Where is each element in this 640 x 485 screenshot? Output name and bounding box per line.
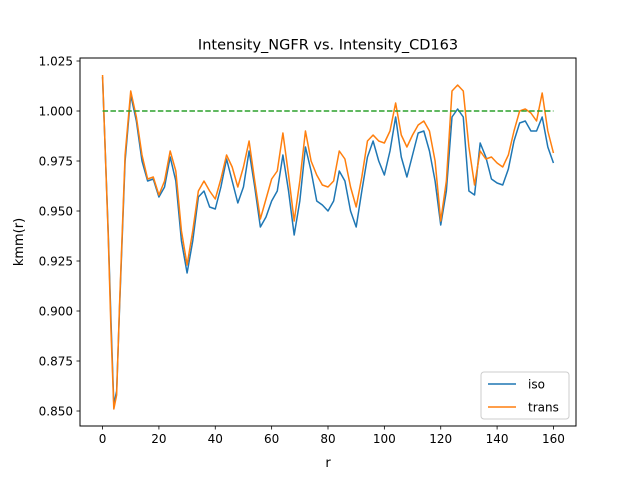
x-tick-label: 40 bbox=[208, 432, 223, 446]
y-tick-label: 0.950 bbox=[39, 204, 73, 218]
x-axis-label: r bbox=[325, 456, 331, 471]
x-tick-label: 20 bbox=[151, 432, 166, 446]
legend-label-iso: iso bbox=[528, 378, 545, 392]
x-tick-label: 100 bbox=[373, 432, 396, 446]
y-tick-label: 1.025 bbox=[39, 54, 73, 68]
chart-title: Intensity_NGFR vs. Intensity_CD163 bbox=[198, 38, 458, 54]
y-tick-label: 0.925 bbox=[39, 254, 73, 268]
y-tick-label: 0.850 bbox=[39, 404, 73, 418]
y-axis-label: kmm(r) bbox=[12, 218, 27, 266]
x-tick-label: 60 bbox=[264, 432, 279, 446]
legend: iso trans bbox=[480, 371, 570, 420]
y-tick-label: 0.875 bbox=[39, 354, 73, 368]
x-tick-label: 120 bbox=[429, 432, 452, 446]
series-line-trans bbox=[101, 74, 555, 410]
legend-label-trans: trans bbox=[528, 401, 559, 415]
plot-lines bbox=[101, 74, 555, 410]
x-axis: 0 20 40 60 80 100 120 140 160 bbox=[99, 426, 565, 446]
x-tick-label: 140 bbox=[486, 432, 509, 446]
y-axis: 0.850 0.875 0.900 0.925 0.950 0.975 1.000 1.025 bbox=[39, 54, 80, 418]
x-tick-label: 160 bbox=[542, 432, 565, 446]
x-tick-label: 80 bbox=[320, 432, 335, 446]
plot-frame bbox=[79, 57, 577, 427]
y-tick-label: 0.975 bbox=[39, 154, 73, 168]
y-tick-label: 1.000 bbox=[39, 104, 73, 118]
y-tick-label: 0.900 bbox=[39, 304, 73, 318]
x-tick-label: 0 bbox=[99, 432, 107, 446]
